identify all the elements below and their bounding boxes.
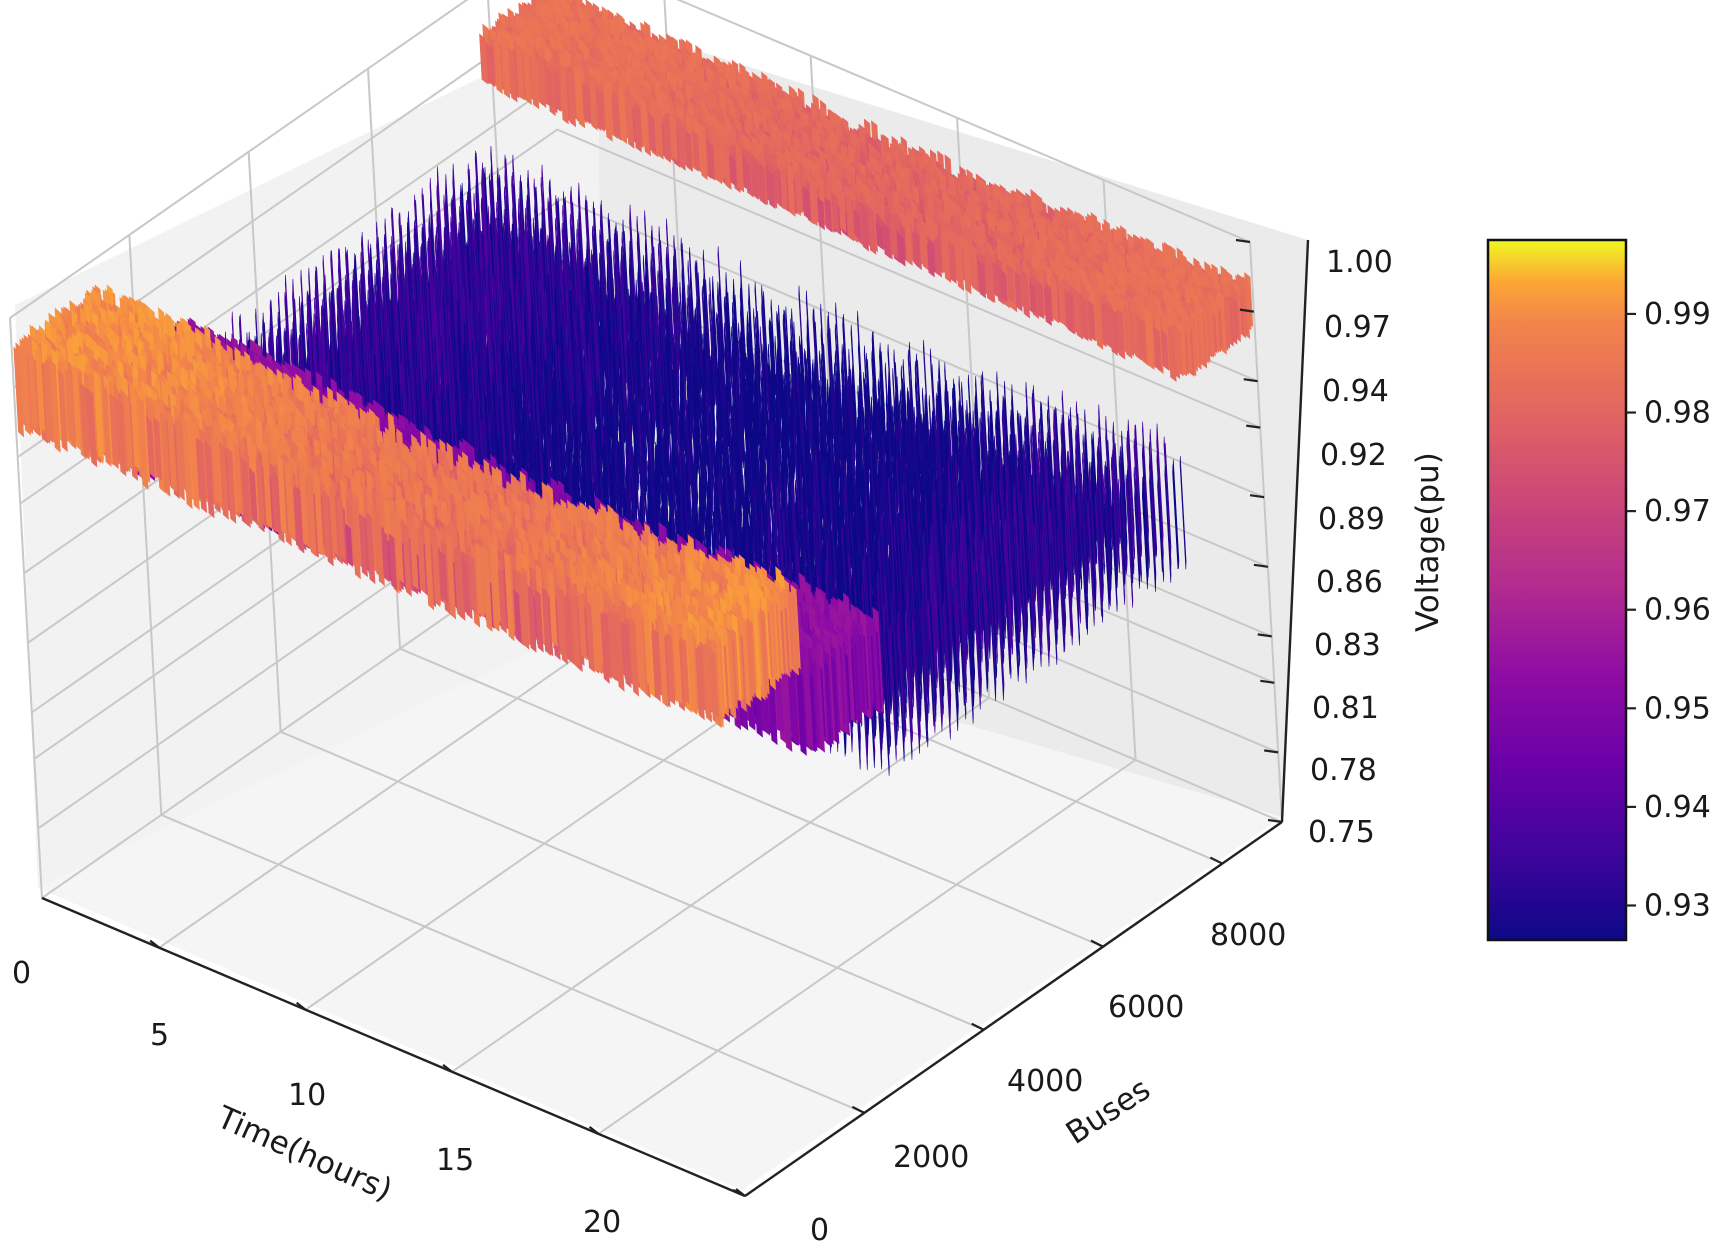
voltage-surfaces	[13, 0, 1254, 776]
bus-group-surface	[479, 0, 1254, 383]
gridline	[9, 0, 1251, 319]
